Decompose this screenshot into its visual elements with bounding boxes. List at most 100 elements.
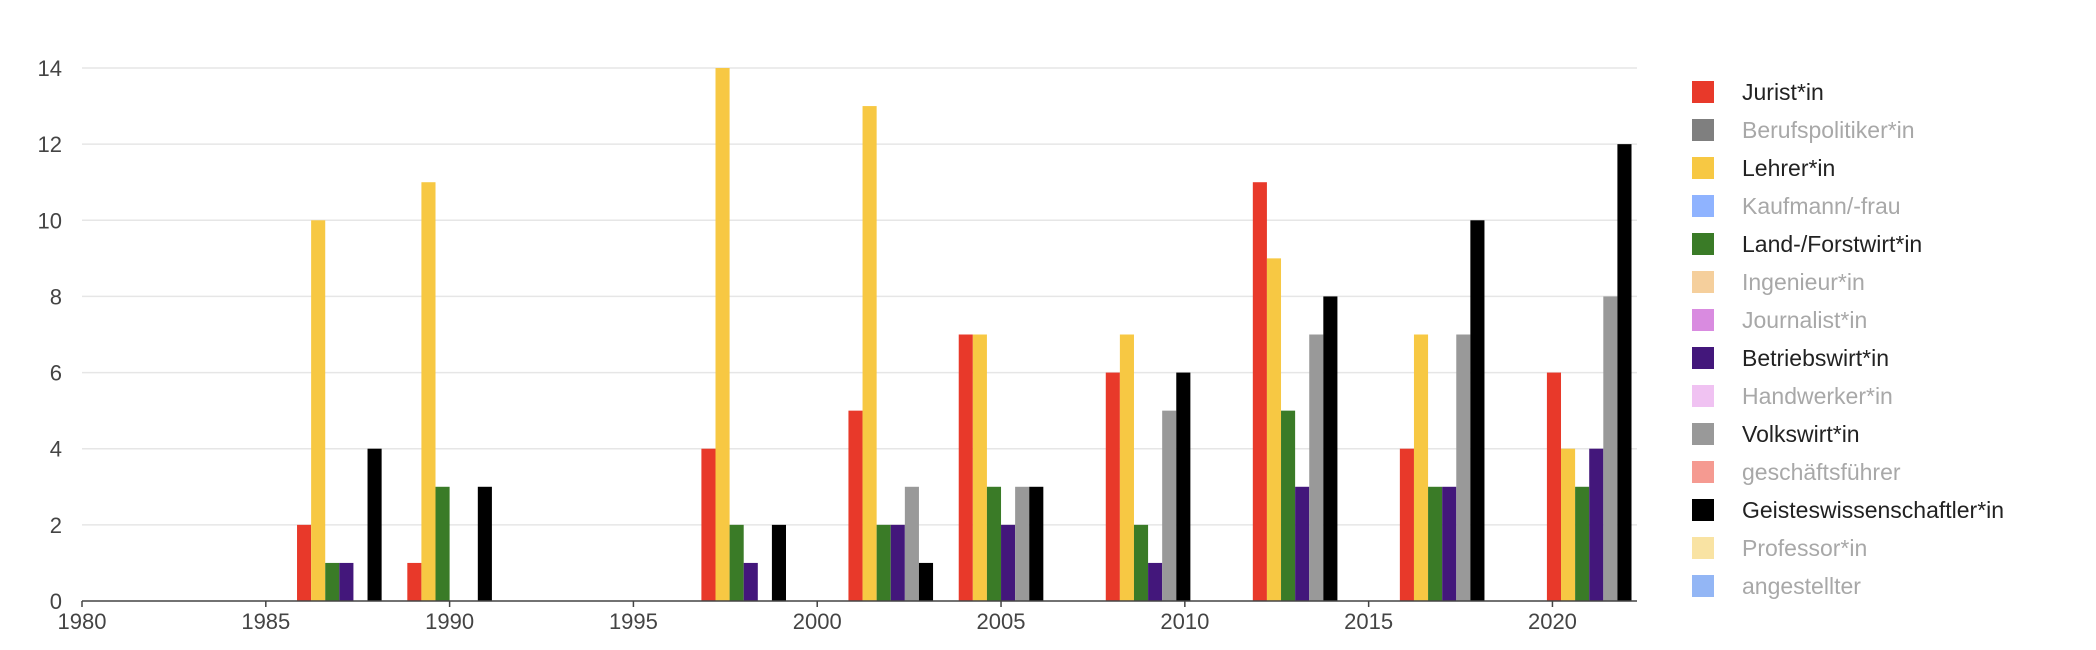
bar-volkswirt-in-2005[interactable]	[1015, 486, 1030, 601]
bar-land-forstwirt-in-2002[interactable]	[876, 524, 891, 601]
legend-item[interactable]: Lehrer*in	[1692, 149, 2004, 187]
bar-geisteswissenschaftler-in-2017[interactable]	[1470, 220, 1485, 602]
bar-jurist-in-2017[interactable]	[1399, 448, 1414, 601]
bar-geisteswissenschaftler-in-2005[interactable]	[1029, 486, 1044, 601]
legend-item[interactable]: Volkswirt*in	[1692, 415, 2004, 453]
legend-label: Lehrer*in	[1742, 154, 1836, 181]
legend-label: Ingenieur*in	[1742, 268, 1865, 295]
bar-jurist-in-2013[interactable]	[1252, 182, 1267, 601]
legend-label: Betriebswirt*in	[1742, 344, 1889, 371]
bar-land-forstwirt-in-2013[interactable]	[1281, 410, 1296, 601]
bar-land-forstwirt-in-2017[interactable]	[1428, 486, 1443, 601]
legend-label: Geisteswissenschaftler*in	[1742, 496, 2005, 523]
legend-item[interactable]: Handwerker*in	[1692, 377, 2004, 415]
bar-betriebswirt-in-2002[interactable]	[890, 524, 905, 601]
bar-betriebswirt-in-2013[interactable]	[1295, 486, 1310, 601]
x-tick-label: 2015	[1344, 609, 1393, 634]
x-tick-label: 1990	[425, 609, 474, 634]
legend-item[interactable]: Ingenieur*in	[1692, 263, 2004, 301]
bar-geisteswissenschaftler-in-1998[interactable]	[771, 524, 787, 601]
bar-lehrer-in-1998[interactable]	[715, 68, 730, 601]
bar-land-forstwirt-in-2021[interactable]	[1575, 486, 1590, 601]
legend-label: Volkswirt*in	[1742, 420, 1860, 447]
bar-land-forstwirt-in-1998[interactable]	[729, 524, 744, 601]
axes: 0 2 4 6 8 10 12 14 1980 1985 1990 1995 2000 2005 2010 2…	[38, 56, 1637, 634]
bar-lehrer-in-2017[interactable]	[1413, 334, 1429, 602]
bar-jurist-in-1998[interactable]	[701, 448, 716, 601]
legend-label: Handwerker*in	[1742, 382, 1893, 409]
legend: Jurist*in Berufspolitiker*in Lehrer*in Kauf…	[1692, 73, 2004, 605]
legend-label: Professor*in	[1742, 534, 1868, 561]
bar-lehrer-in-2021[interactable]	[1561, 448, 1576, 601]
legend-item[interactable]: angestellter	[1692, 567, 2004, 605]
bar-land-forstwirt-in-1990[interactable]	[435, 486, 450, 601]
bar-land-forstwirt-in-1987[interactable]	[325, 562, 340, 601]
bar-lehrer-in-2013[interactable]	[1266, 258, 1282, 601]
bar-volkswirt-in-2017[interactable]	[1456, 334, 1471, 602]
bar-betriebswirt-in-2005[interactable]	[1001, 524, 1016, 601]
legend-item[interactable]: Jurist*in	[1692, 73, 2004, 111]
x-tick-label: 1980	[58, 609, 107, 634]
bar-jurist-in-2021[interactable]	[1546, 372, 1562, 601]
legend-item[interactable]: geschäftsführer	[1692, 453, 2004, 491]
legend-swatch	[1692, 81, 1714, 103]
bar-lehrer-in-1987[interactable]	[311, 220, 326, 602]
legend-label: Berufspolitiker*in	[1742, 116, 1915, 143]
bar-lehrer-in-2009[interactable]	[1119, 334, 1134, 602]
legend-swatch	[1692, 499, 1714, 521]
legend-label: Kaufmann/-frau	[1742, 192, 1901, 219]
bar-geisteswissenschaftler-in-2009[interactable]	[1176, 372, 1191, 601]
legend-swatch	[1692, 195, 1714, 217]
bar-jurist-in-2005[interactable]	[958, 334, 973, 602]
legend-item[interactable]: Kaufmann/-frau	[1692, 187, 2004, 225]
bar-betriebswirt-in-2009[interactable]	[1148, 562, 1163, 601]
legend-swatch	[1692, 423, 1714, 445]
bar-volkswirt-in-2021[interactable]	[1603, 296, 1618, 601]
legend-label: Journalist*in	[1742, 306, 1868, 333]
bar-geisteswissenschaftler-in-1987[interactable]	[367, 448, 382, 601]
y-tick-label: 0	[50, 589, 62, 614]
bar-land-forstwirt-in-2005[interactable]	[986, 486, 1002, 601]
legend-item[interactable]: Professor*in	[1692, 529, 2004, 567]
bar-jurist-in-2009[interactable]	[1105, 372, 1120, 601]
legend-item[interactable]: Land-/Forstwirt*in	[1692, 225, 2004, 263]
legend-item[interactable]: Betriebswirt*in	[1692, 339, 2004, 377]
bar-betriebswirt-in-2021[interactable]	[1589, 448, 1604, 601]
x-tick-label: 2000	[793, 609, 842, 634]
legend-item[interactable]: Berufspolitiker*in	[1692, 111, 2004, 149]
y-tick-label: 4	[50, 437, 62, 462]
bar-geisteswissenschaftler-in-2021[interactable]	[1617, 144, 1632, 601]
bar-lehrer-in-2005[interactable]	[972, 334, 987, 602]
legend-swatch	[1692, 461, 1714, 483]
legend-swatch	[1692, 233, 1714, 255]
legend-item[interactable]: Geisteswissenschaftler*in	[1692, 491, 2004, 529]
bar-geisteswissenschaftler-in-2002[interactable]	[918, 562, 934, 601]
legend-item[interactable]: Journalist*in	[1692, 301, 2004, 339]
legend-swatch	[1692, 575, 1714, 597]
bar-betriebswirt-in-1998[interactable]	[743, 562, 758, 601]
bar-geisteswissenschaftler-in-1990[interactable]	[477, 486, 492, 601]
bar-betriebswirt-in-2017[interactable]	[1442, 486, 1457, 601]
bar-volkswirt-in-2002[interactable]	[904, 486, 919, 601]
legend-swatch	[1692, 309, 1714, 331]
legend-swatch	[1692, 385, 1714, 407]
bar-jurist-in-1987[interactable]	[297, 524, 312, 601]
legend-label: angestellter	[1742, 572, 1861, 599]
bar-volkswirt-in-2013[interactable]	[1309, 334, 1324, 602]
x-tick-label: 2005	[977, 609, 1026, 634]
bar-jurist-in-1990[interactable]	[407, 562, 422, 601]
bar-lehrer-in-2002[interactable]	[862, 106, 877, 602]
bars	[297, 68, 1632, 602]
y-tick-label: 2	[50, 513, 62, 538]
bar-jurist-in-2002[interactable]	[848, 410, 863, 601]
bar-lehrer-in-1990[interactable]	[421, 182, 436, 601]
bar-geisteswissenschaftler-in-2013[interactable]	[1323, 296, 1338, 601]
bar-volkswirt-in-2009[interactable]	[1162, 410, 1177, 601]
legend-label: geschäftsführer	[1742, 458, 1901, 485]
legend-swatch	[1692, 271, 1714, 293]
x-tick-label: 1995	[609, 609, 658, 634]
y-tick-label: 10	[38, 208, 62, 233]
legend-label: Land-/Forstwirt*in	[1742, 230, 1923, 257]
bar-betriebswirt-in-1987[interactable]	[339, 562, 354, 601]
bar-land-forstwirt-in-2009[interactable]	[1133, 524, 1149, 601]
